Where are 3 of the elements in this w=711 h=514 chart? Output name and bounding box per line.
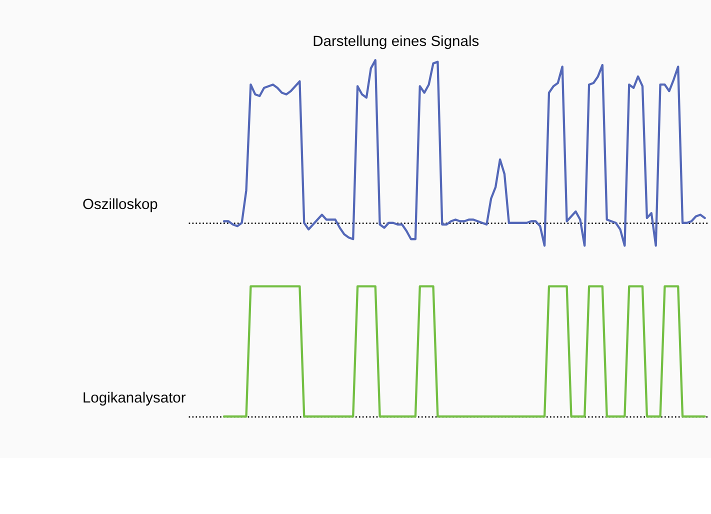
text: Oszilloskop — [82, 196, 158, 213]
chart-title: Darstellung eines Signals — [312, 34, 480, 50]
text: Logikanalysator — [82, 390, 186, 407]
